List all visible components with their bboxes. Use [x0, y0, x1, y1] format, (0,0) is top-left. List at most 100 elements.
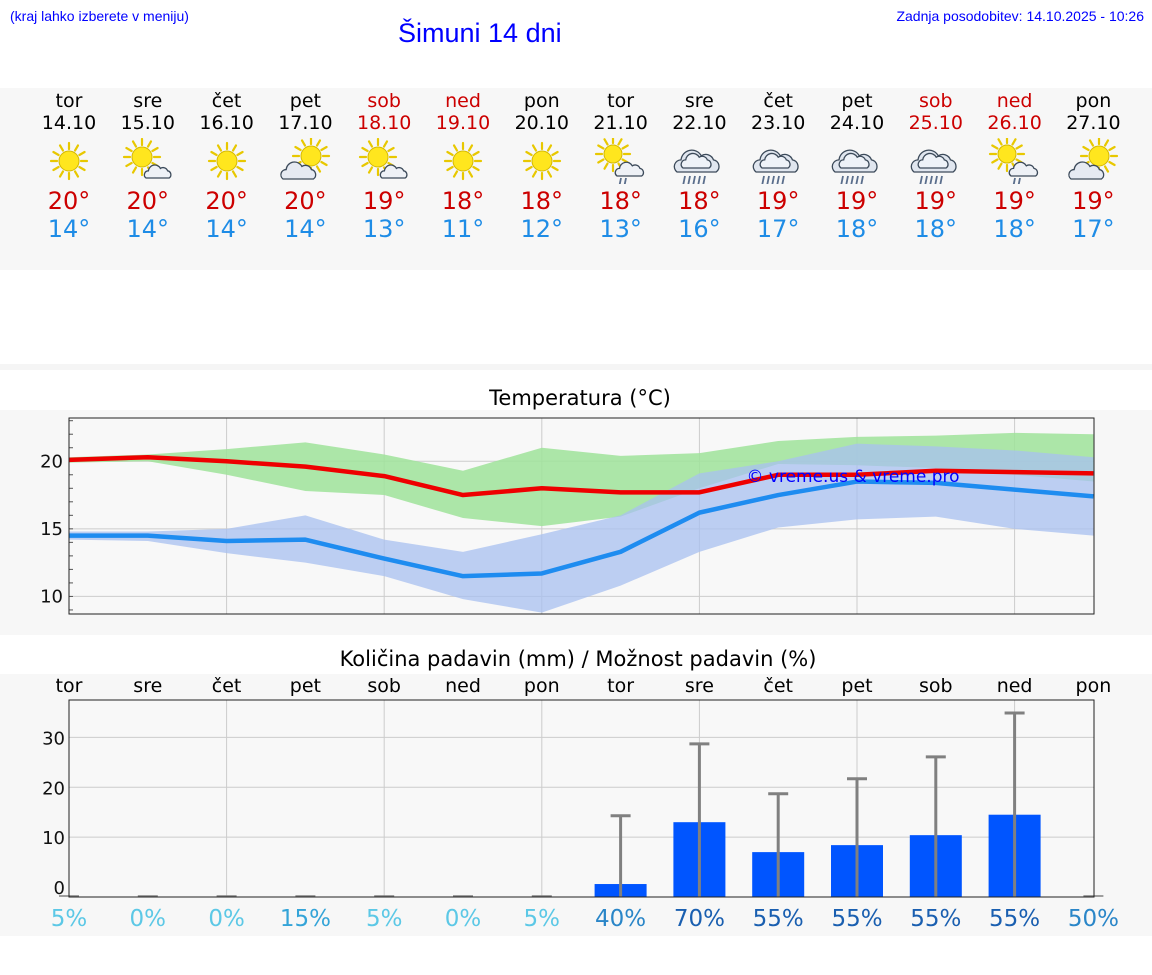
cloud-front [838, 152, 870, 169]
rain-drop [682, 175, 687, 184]
sun-ray [546, 144, 552, 152]
rain-cloud-icon [910, 149, 957, 184]
day-column: sre 22.10 18° 16° [659, 88, 739, 243]
rain-drop [1017, 177, 1021, 184]
day-column: sre 15.10 20° 14° [108, 88, 188, 243]
rain-drop [1012, 177, 1016, 184]
sun-disc [216, 150, 238, 172]
cloud-front [759, 152, 791, 169]
location-hint[interactable]: (kraj lahko izberete v meniju) [10, 8, 189, 24]
day-date: 20.10 [514, 112, 569, 134]
sun-ray [294, 145, 303, 152]
sun-ray [231, 170, 237, 178]
sun-ray [368, 166, 374, 174]
y-tick-label: 15 [40, 519, 63, 540]
sun-ray [209, 150, 218, 157]
rain-cloud-icon [674, 149, 721, 184]
cloud-sun-icon [1068, 138, 1119, 180]
temp-min: 11° [441, 215, 485, 243]
temp-min: 14° [126, 215, 170, 243]
sun-ray [452, 170, 459, 178]
y-tick-label: 0 [54, 878, 65, 899]
sun-ray [446, 165, 454, 172]
sun [207, 141, 246, 181]
plot-frame [68, 699, 1095, 898]
day-name: sob [367, 90, 401, 112]
sun-ray [216, 144, 222, 152]
precip-probability: 5% [366, 906, 403, 932]
y-tick-label: 10 [40, 586, 63, 607]
sun-ray [452, 144, 459, 152]
rain-drop [618, 177, 622, 184]
rain-drop [776, 175, 781, 184]
temp-max: 19° [914, 187, 958, 215]
precip-probability: 5% [524, 906, 561, 932]
sun-ray [1010, 138, 1017, 146]
sun-disc [1088, 145, 1110, 167]
temp-max: 20° [126, 187, 170, 215]
day-column: pon 20.10 18° 12° [502, 88, 582, 243]
sun-ray [78, 150, 86, 157]
sun-icon [207, 141, 246, 181]
cloud [1008, 161, 1038, 177]
watermark: © vreme.us & vreme.pro [746, 467, 959, 487]
x-day-label: sre [685, 675, 714, 697]
temp-max: 20° [284, 187, 327, 215]
precip-probability: 55% [753, 906, 804, 932]
rain-drop [687, 175, 692, 184]
temp-max: 18° [520, 187, 564, 215]
sun-ray [596, 144, 605, 150]
day-date: 22.10 [672, 112, 727, 134]
day-name: pon [1075, 90, 1112, 112]
sun-ray [151, 146, 159, 153]
temp-min: 18° [993, 215, 1036, 243]
sun-icon [49, 141, 89, 181]
day-date: 16.10 [199, 112, 254, 134]
sun-ray [525, 150, 533, 157]
rain-drop [934, 175, 938, 184]
day-name: ned [996, 90, 1033, 112]
sun-ray [316, 165, 322, 173]
last-update: Zadnja posodobitev: 14.10.2025 - 10:26 [896, 8, 1144, 24]
precip-chart-title: Količina padavin (mm) / Možnost padavin … [339, 647, 817, 671]
sun-disc [452, 150, 474, 172]
sun [359, 138, 398, 177]
temp-max: 18° [599, 187, 642, 215]
sun-ray [73, 144, 80, 152]
sun-ray [235, 165, 244, 172]
day-name: sre [133, 90, 163, 112]
temp-max: 19° [756, 187, 800, 215]
sun-ray [602, 162, 609, 170]
sun-ray [52, 165, 60, 172]
sun-ray [73, 170, 80, 178]
x-day-label: ned [997, 675, 1033, 697]
sun-ray [996, 162, 1003, 170]
rain-drop [845, 175, 849, 184]
temp-min: 13° [362, 215, 406, 243]
temp-max: 19° [1072, 187, 1115, 215]
precip-probability: 5% [51, 906, 88, 932]
sun-ray [58, 170, 65, 178]
day-name: tor [55, 90, 83, 112]
cloud [614, 161, 644, 177]
sun-ray [235, 150, 244, 157]
rain-drop [702, 175, 707, 184]
y-tick-label: 20 [42, 778, 65, 799]
sun-rain-icon [988, 138, 1038, 184]
x-day-label: čet [212, 675, 242, 697]
temp-min: 14° [284, 215, 327, 243]
cloud-sun-icon [280, 138, 331, 180]
temperature-chart-title: Temperatura (°C) [489, 386, 671, 410]
sun [443, 141, 483, 181]
temp-min: 12° [520, 215, 564, 243]
sun-ray [146, 140, 152, 148]
rain-cloud-icon [831, 149, 878, 184]
day-name: pet [841, 90, 873, 112]
temp-max: 18° [441, 187, 485, 215]
sun-ray [551, 165, 559, 172]
sun-ray [551, 150, 559, 157]
day-date: 18.10 [356, 112, 412, 134]
sun-cloud-icon [122, 138, 172, 179]
day-name: tor [607, 90, 635, 112]
max-temperature-line [68, 454, 1094, 498]
